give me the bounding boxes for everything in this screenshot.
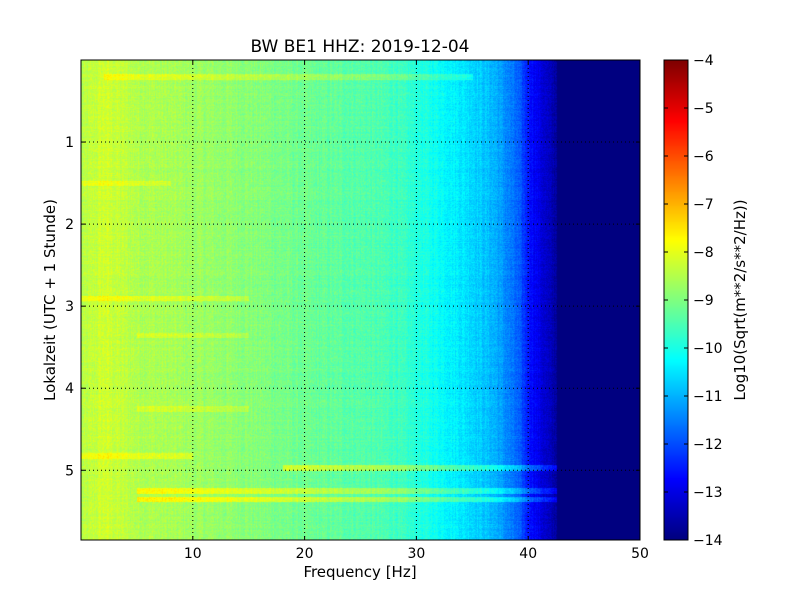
y-tick-label: 5 — [65, 463, 74, 479]
x-axis-label: Frequency [Hz] — [303, 563, 416, 581]
x-tick-label: 20 — [296, 546, 314, 562]
colorbar-tick-label: −12 — [693, 437, 723, 453]
x-axis-ticks: 10 20 30 40 50 — [184, 60, 649, 562]
x-tick-label: 40 — [519, 546, 537, 562]
y-axis-ticks: 1 2 3 4 5 — [65, 135, 640, 479]
colorbar-tick-label: −11 — [693, 389, 723, 405]
y-axis-label: Lokalzeit (UTC + 1 Stunde) — [41, 199, 59, 401]
colorbar-tick-label: −10 — [693, 341, 723, 357]
y-tick-label: 2 — [65, 217, 74, 233]
y-tick-label: 1 — [65, 135, 74, 151]
colorbar-tick-label: −4 — [693, 53, 714, 69]
colorbar-tick-label: −7 — [693, 197, 714, 213]
colorbar-tick-label: −6 — [693, 149, 714, 165]
x-tick-label: 50 — [631, 546, 649, 562]
x-tick-label: 30 — [407, 546, 425, 562]
colorbar-tick-label: −9 — [693, 293, 714, 309]
heatmap-plot-area — [81, 60, 640, 540]
colorbar-label: Log10(Sqrt(m**2/s**2/Hz)) — [731, 199, 749, 400]
colorbar-tick-label: −14 — [693, 533, 723, 549]
spectrogram-heatmap — [81, 60, 640, 540]
colorbar-tick-label: −5 — [693, 101, 714, 117]
plot-frame — [80, 59, 641, 541]
colorbar-tick-label: −13 — [693, 485, 723, 501]
y-tick-label: 3 — [65, 299, 74, 315]
grid-lines — [81, 60, 640, 540]
chart-title: BW BE1 HHZ: 2019-12-04 — [250, 37, 469, 57]
x-tick-label: 10 — [184, 546, 202, 562]
colorbar-ticks: −14 −13 −12 −11 −10 −9 −8 −7 −6 −5 −4 — [664, 53, 723, 549]
y-tick-label: 4 — [65, 381, 74, 397]
colorbar-tick-label: −8 — [693, 245, 714, 261]
